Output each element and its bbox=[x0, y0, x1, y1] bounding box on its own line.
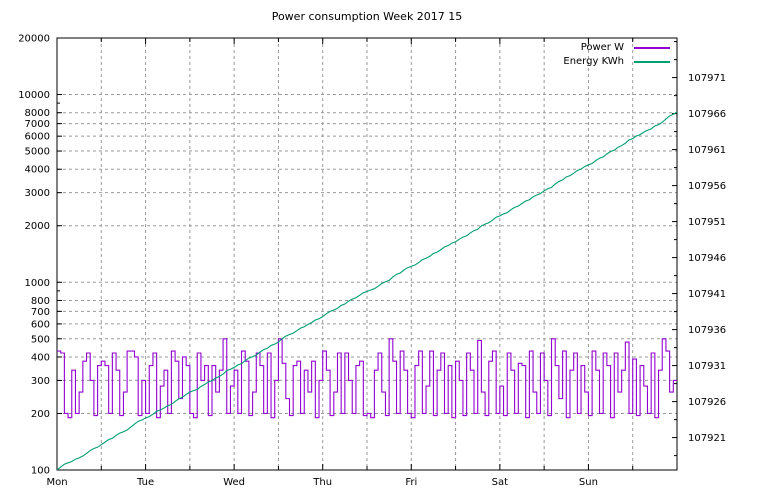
svg-text:20000: 20000 bbox=[18, 34, 50, 45]
legend-label: Power W bbox=[580, 42, 624, 53]
legend-label: Energy KWh bbox=[563, 56, 624, 67]
svg-text:1000: 1000 bbox=[25, 278, 50, 289]
svg-text:Fri: Fri bbox=[405, 477, 417, 488]
svg-text:500: 500 bbox=[31, 334, 50, 345]
svg-text:107926: 107926 bbox=[688, 397, 726, 408]
right-axis-labels: 107921 107926 107931 107936 107941 107946 1079… bbox=[688, 73, 726, 444]
svg-text:107971: 107971 bbox=[688, 73, 726, 84]
svg-text:Mon: Mon bbox=[46, 477, 67, 488]
svg-text:107921: 107921 bbox=[688, 433, 726, 444]
svg-text:4000: 4000 bbox=[25, 165, 50, 176]
grid-lines bbox=[57, 38, 677, 470]
svg-text:8000: 8000 bbox=[25, 108, 50, 119]
svg-text:Tue: Tue bbox=[136, 477, 154, 488]
svg-text:100: 100 bbox=[31, 466, 50, 477]
tick-marks bbox=[57, 37, 677, 471]
svg-text:3000: 3000 bbox=[25, 188, 50, 199]
svg-text:10000: 10000 bbox=[18, 90, 50, 101]
svg-text:107966: 107966 bbox=[688, 109, 726, 120]
legend-line-swatch bbox=[634, 46, 670, 49]
svg-text:Wed: Wed bbox=[223, 477, 245, 488]
x-axis-labels: Mon Tue Wed Thu Fri Sat Sun bbox=[46, 477, 597, 488]
svg-text:Sun: Sun bbox=[579, 477, 598, 488]
series-power-w bbox=[57, 338, 677, 419]
svg-text:107956: 107956 bbox=[688, 181, 726, 192]
svg-text:107936: 107936 bbox=[688, 325, 726, 336]
svg-text:600: 600 bbox=[31, 319, 50, 330]
svg-text:Thu: Thu bbox=[312, 477, 332, 488]
legend-line-swatch bbox=[634, 60, 670, 63]
svg-text:5000: 5000 bbox=[25, 147, 50, 158]
svg-text:300: 300 bbox=[31, 376, 50, 387]
chart-title: Power consumption Week 2017 15 bbox=[271, 10, 463, 23]
svg-text:200: 200 bbox=[31, 409, 50, 420]
svg-text:107946: 107946 bbox=[688, 253, 726, 264]
svg-text:107951: 107951 bbox=[688, 217, 726, 228]
legend: Power W Energy KWh bbox=[0, 41, 670, 68]
legend-item-power-w: Power W bbox=[581, 41, 670, 54]
svg-text:7000: 7000 bbox=[25, 119, 50, 130]
series-energy-kwh bbox=[56, 111, 678, 471]
svg-text:800: 800 bbox=[31, 296, 50, 307]
svg-text:107931: 107931 bbox=[688, 361, 726, 372]
svg-text:700: 700 bbox=[31, 307, 50, 318]
svg-text:107961: 107961 bbox=[688, 145, 726, 156]
svg-text:Sat: Sat bbox=[492, 477, 508, 488]
legend-item-energy-kwh: Energy KWh bbox=[563, 55, 670, 68]
svg-text:107941: 107941 bbox=[688, 289, 726, 300]
svg-text:6000: 6000 bbox=[25, 132, 50, 143]
svg-text:400: 400 bbox=[31, 352, 50, 363]
svg-text:2000: 2000 bbox=[25, 221, 50, 232]
